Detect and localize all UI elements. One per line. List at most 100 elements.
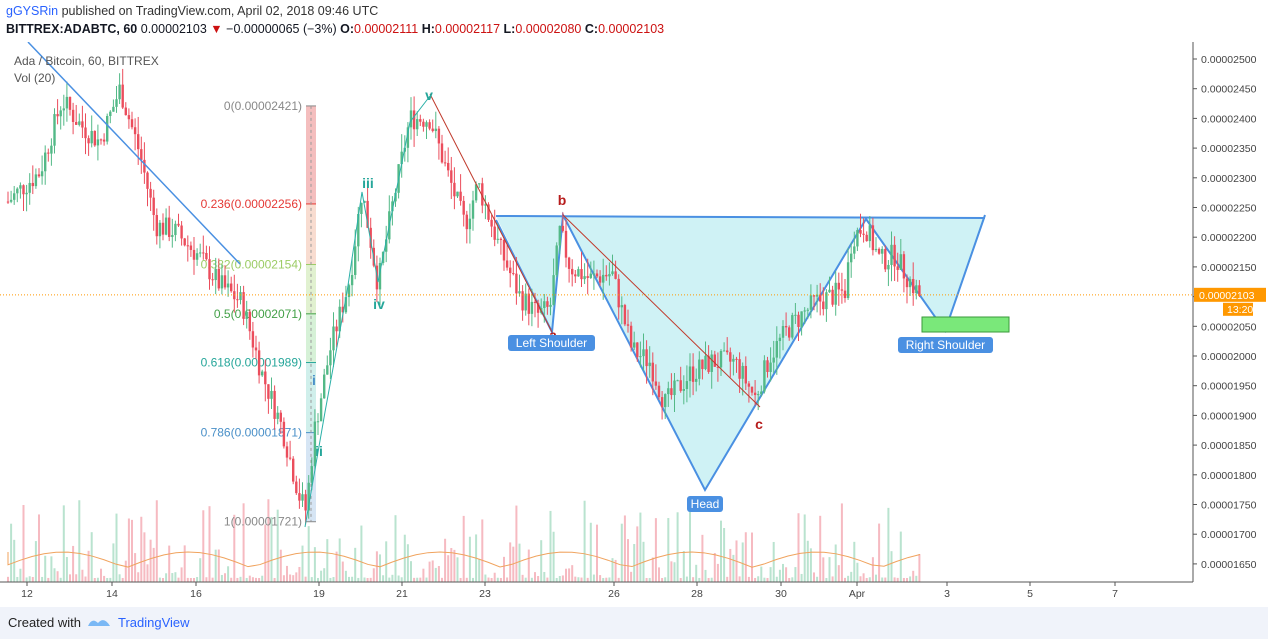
volume-bar	[732, 554, 735, 582]
tradingview-link[interactable]: TradingView	[118, 615, 190, 630]
volume-bar	[124, 560, 127, 582]
volume-ma-line	[7, 551, 921, 568]
volume-bar	[174, 572, 177, 582]
head-label-bg	[687, 496, 723, 512]
volume-bar	[360, 525, 363, 582]
candle-body	[434, 128, 437, 132]
volume-bar	[220, 574, 223, 582]
price-tick-label: 0.00002050	[1201, 321, 1257, 333]
candle-body	[264, 371, 267, 385]
candle-body	[419, 119, 422, 122]
volume-bar	[217, 549, 220, 582]
volume-bar	[561, 575, 564, 582]
candle-body	[109, 111, 112, 117]
volume-bar	[388, 577, 391, 582]
candle-body	[62, 108, 65, 111]
volume-bar	[707, 577, 710, 582]
volume-bar	[685, 576, 688, 582]
volume-bar	[363, 577, 366, 582]
candle-body	[124, 107, 127, 116]
candle-body	[791, 315, 794, 338]
candle-body	[87, 138, 90, 144]
candle-body	[732, 358, 735, 362]
candle-body	[478, 183, 481, 185]
volume-bar	[692, 577, 695, 582]
volume-bar	[53, 568, 56, 582]
candle-body	[527, 293, 530, 314]
candle-body	[695, 378, 698, 382]
candle-body	[189, 245, 193, 250]
candle-body	[285, 446, 289, 458]
candle-body	[360, 202, 363, 214]
candle-body	[518, 291, 521, 294]
candle-body	[688, 366, 692, 382]
candle-body	[102, 139, 106, 142]
candle-body	[645, 349, 648, 367]
candle-body	[161, 222, 165, 235]
candle-body	[682, 389, 685, 391]
volume-bar	[131, 519, 133, 582]
candle-body	[902, 254, 906, 279]
candle-body	[691, 366, 695, 382]
candle-body	[704, 355, 707, 370]
candle-body	[267, 384, 270, 399]
candle-body	[639, 356, 642, 358]
candle-body	[800, 311, 803, 327]
volume-bar	[909, 576, 912, 582]
volume-bar	[211, 577, 214, 582]
candle-body	[65, 96, 69, 109]
candle-body	[598, 276, 602, 283]
candle-body	[230, 283, 233, 292]
volume-bar	[778, 569, 781, 582]
candle-body	[673, 380, 676, 396]
volume-bar	[875, 574, 877, 582]
fib-zone	[306, 313, 316, 363]
candle-body	[149, 188, 152, 198]
volume-bar	[7, 576, 9, 582]
price-chart[interactable]: 0(0.00002421) 0.236(0.00002256) 0.382(0.00…	[0, 42, 1268, 607]
candle-body	[524, 293, 527, 311]
candle-body	[245, 311, 248, 319]
candle-body	[819, 294, 822, 302]
candle-body	[809, 295, 813, 310]
candle-body	[9, 199, 13, 202]
candle-body	[239, 292, 242, 301]
volume-bar	[499, 577, 502, 582]
candle-body	[180, 225, 183, 239]
candle-body	[254, 347, 258, 351]
volume-bar	[899, 531, 902, 582]
volume-bar	[850, 571, 853, 582]
candle-body	[908, 278, 912, 288]
volume-bar	[630, 571, 633, 582]
volume-bar	[468, 536, 471, 582]
volume-bar	[639, 512, 642, 582]
candle-body	[158, 222, 162, 237]
volume-bar	[146, 564, 149, 582]
created-with-text: Created with	[8, 615, 81, 630]
candle-body	[152, 197, 155, 216]
candle-body	[592, 273, 596, 275]
candle-body	[713, 354, 716, 367]
volume-bar	[255, 577, 257, 582]
candle-body	[490, 219, 493, 227]
candle-body	[549, 304, 552, 307]
volume-bar	[667, 518, 670, 582]
volume-bar	[853, 541, 856, 582]
candle-body	[400, 151, 403, 165]
candle-body	[447, 162, 450, 171]
candle-body	[558, 225, 561, 246]
volume-bar	[317, 577, 319, 582]
candle-body	[177, 223, 180, 226]
candle-body	[781, 326, 785, 338]
volume-bar	[636, 526, 639, 582]
author-link[interactable]: gGYSRin	[6, 4, 59, 18]
volume-bar	[754, 577, 757, 582]
volume-bar	[831, 576, 834, 582]
volume-bar	[121, 577, 124, 582]
candle-body	[815, 294, 819, 297]
candle-body	[496, 238, 499, 240]
volume-bar	[496, 577, 499, 582]
volume-bar	[844, 577, 846, 582]
volume-bar	[258, 578, 261, 582]
right-shoulder-label: Right Shoulder	[906, 338, 985, 352]
